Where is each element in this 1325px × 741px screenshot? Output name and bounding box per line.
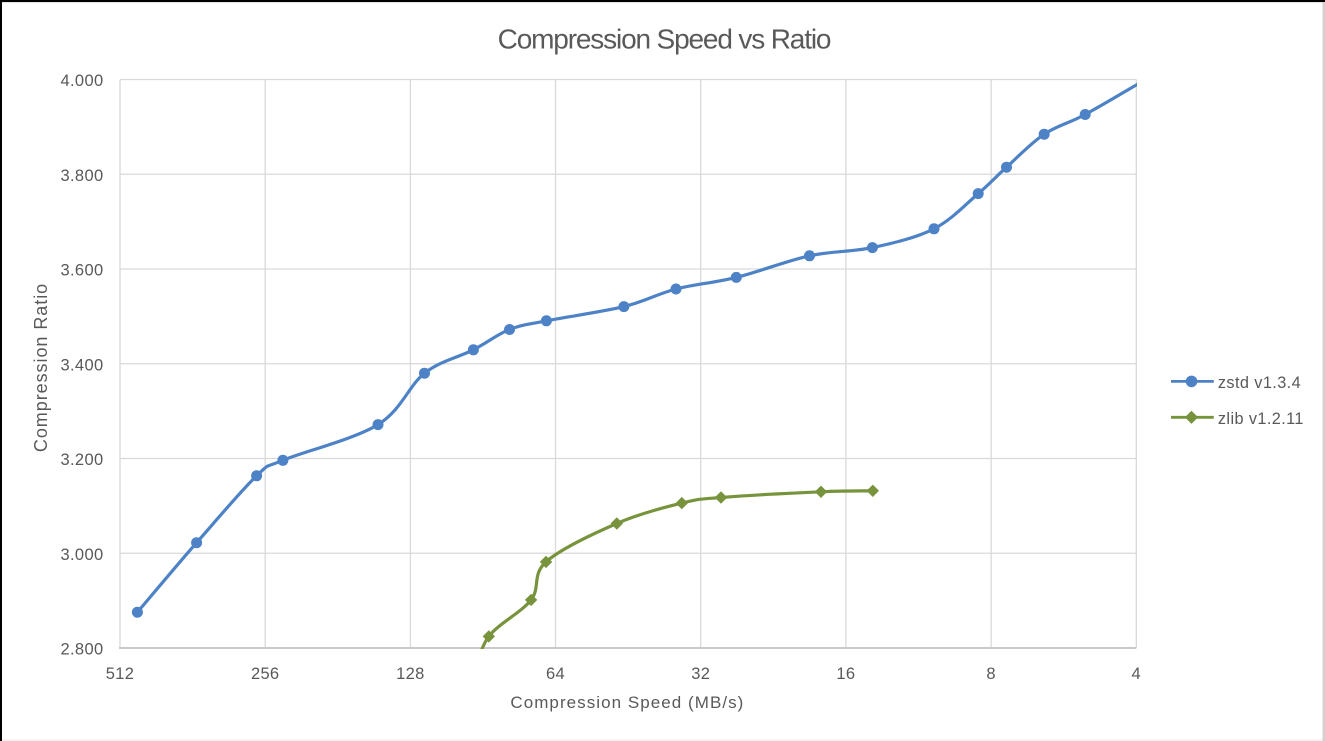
svg-text:4.000: 4.000 bbox=[60, 72, 103, 90]
svg-text:64: 64 bbox=[546, 665, 565, 683]
svg-text:16: 16 bbox=[836, 665, 855, 683]
svg-text:Compression Ratio: Compression Ratio bbox=[31, 283, 51, 452]
svg-text:3.800: 3.800 bbox=[60, 167, 103, 185]
svg-text:3.000: 3.000 bbox=[60, 546, 103, 564]
svg-text:Compression Speed vs Ratio: Compression Speed vs Ratio bbox=[498, 24, 831, 55]
svg-text:Compression Speed (MB/s): Compression Speed (MB/s) bbox=[510, 693, 744, 712]
svg-text:32: 32 bbox=[691, 665, 710, 683]
svg-text:4: 4 bbox=[1132, 665, 1141, 683]
svg-text:8: 8 bbox=[986, 665, 995, 683]
svg-text:2.800: 2.800 bbox=[60, 641, 103, 659]
svg-text:512: 512 bbox=[106, 665, 134, 683]
svg-text:3.600: 3.600 bbox=[60, 262, 103, 280]
svg-text:128: 128 bbox=[396, 665, 424, 683]
svg-text:zlib v1.2.11: zlib v1.2.11 bbox=[1218, 410, 1304, 428]
svg-text:3.200: 3.200 bbox=[60, 451, 103, 469]
svg-text:256: 256 bbox=[251, 665, 279, 683]
svg-text:3.400: 3.400 bbox=[60, 356, 103, 374]
svg-text:zstd v1.3.4: zstd v1.3.4 bbox=[1218, 374, 1301, 392]
